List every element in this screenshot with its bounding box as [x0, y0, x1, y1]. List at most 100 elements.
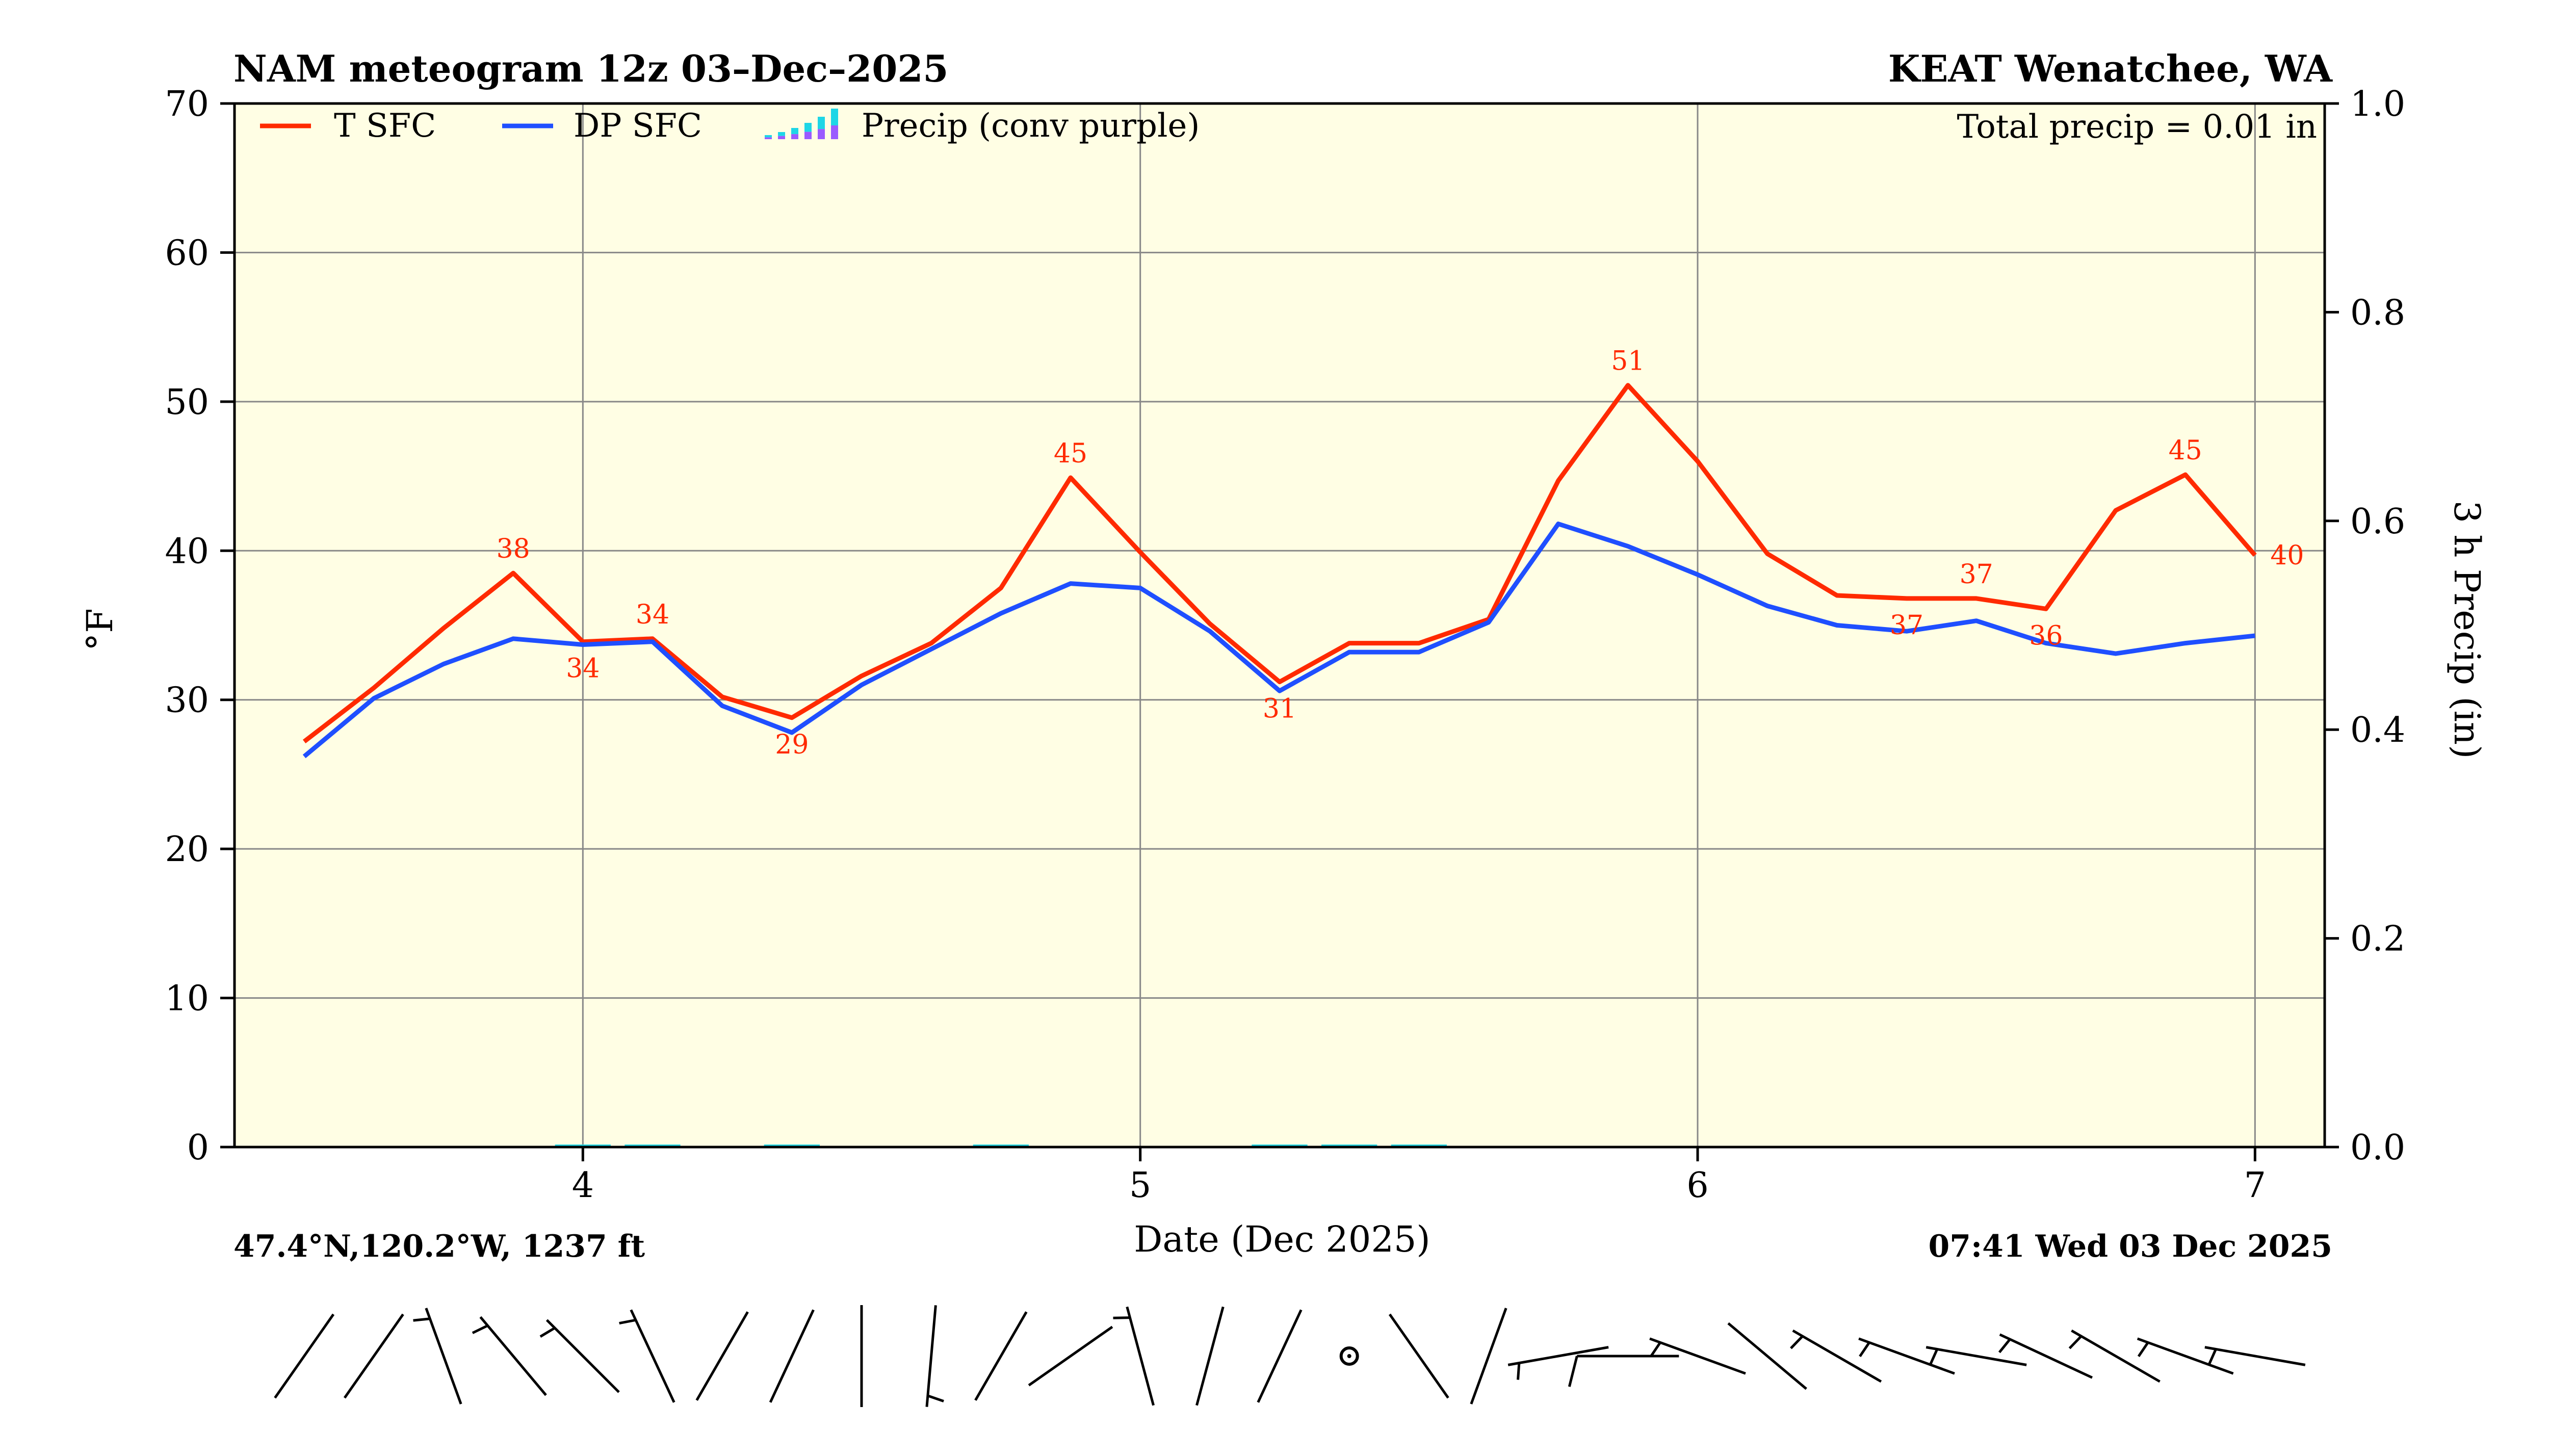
wind-barb-staff [1792, 1329, 1882, 1383]
wind-barb [1028, 1325, 1113, 1387]
y-tick-label: 40 [165, 531, 209, 571]
x-tick-label: 6 [1686, 1165, 1708, 1206]
wind-barb [2068, 1329, 2161, 1383]
wind-barb [539, 1319, 620, 1393]
wind-barb [769, 1309, 815, 1403]
wind-barb-staff [1470, 1308, 1507, 1405]
wind-barb-staff [1126, 1306, 1155, 1406]
y-tick-label: 70 [165, 84, 209, 124]
legend-swatch-precip [765, 135, 772, 138]
wind-barb [1858, 1337, 1955, 1375]
wind-barb-half [1998, 1338, 2011, 1354]
wind-barb [1998, 1333, 2093, 1379]
y-right-tick-label: 0.8 [2350, 293, 2405, 333]
x-axis-label: Date (Dec 2025) [1134, 1218, 1430, 1260]
wind-barb-staff [425, 1308, 462, 1405]
plot-area [235, 103, 2325, 1147]
wind-barb-half [1929, 1348, 1939, 1365]
plot-frame [233, 102, 2326, 1149]
legend-label-dewpoint: DP SFC [574, 107, 702, 145]
wind-barb-staff [2204, 1346, 2306, 1366]
wind-barb-half [2068, 1335, 2083, 1349]
station-name: KEAT Wenatchee, WA [1888, 47, 2333, 90]
wind-barb [1470, 1308, 1507, 1405]
wind-barb [974, 1311, 1028, 1401]
wind-barb [1568, 1355, 1679, 1387]
issued-time: 07:41 Wed 03 Dec 2025 [1928, 1229, 2332, 1264]
wind-barb [343, 1313, 404, 1399]
y-tick-label: 50 [165, 382, 209, 423]
temperature-data-label: 34 [636, 600, 669, 630]
x-tick-label: 5 [1129, 1165, 1151, 1206]
wind-barb-half [413, 1317, 430, 1322]
temperature-data-label: 31 [1263, 694, 1296, 724]
y-tick-label: 60 [165, 233, 209, 273]
wind-barb-staff [1858, 1337, 1955, 1375]
y-tick-label: 20 [165, 829, 209, 870]
wind-barb [1257, 1309, 1303, 1403]
temperature-data-label: 45 [2169, 435, 2202, 466]
wind-barb-half [619, 1318, 636, 1325]
y-right-tick-label: 0.6 [2350, 502, 2405, 542]
wind-barb-half [1859, 1341, 1870, 1358]
wind-barb [2137, 1337, 2234, 1375]
wind-barb [472, 1316, 547, 1396]
legend: T SFC DP SFC Precip (conv purple) [260, 107, 1200, 145]
wind-barb [1727, 1322, 1807, 1390]
wind-barb-staff [343, 1313, 404, 1399]
temperature-data-label: 36 [2029, 620, 2063, 651]
wind-barb [1790, 1329, 1882, 1383]
y-tick-label: 10 [165, 979, 209, 1019]
x-tick-label: 4 [572, 1165, 594, 1206]
location-info: 47.4°N,120.2°W, 1237 ft [233, 1229, 645, 1264]
y-right-axis-label: 3 h Precip (in) [2446, 501, 2488, 759]
wind-barb-staff [1727, 1322, 1807, 1390]
wind-barb-staff [2071, 1329, 2161, 1383]
legend-swatch-precip-conv [831, 125, 838, 139]
wind-barb-staff [1257, 1309, 1303, 1403]
wind-barb-staff [769, 1309, 815, 1403]
wind-barb-staff [1388, 1313, 1449, 1399]
wind-barb-staff [1028, 1325, 1113, 1387]
y-axis-label: °F [79, 608, 121, 651]
wind-barb [413, 1308, 462, 1405]
wind-barb [695, 1311, 749, 1401]
wind-barb-half [2207, 1348, 2217, 1365]
wind-barb-half [472, 1324, 488, 1334]
wind-barb-staff [2137, 1337, 2234, 1375]
gridlines [235, 103, 2325, 1147]
legend-swatch-precip-conv [818, 129, 825, 139]
wind-barb-staff [479, 1316, 547, 1396]
legend-swatch-precip-conv [791, 134, 798, 139]
wind-barb-staff [1195, 1306, 1225, 1406]
wind-barb-staff [545, 1319, 620, 1393]
wind-barb [1388, 1313, 1449, 1399]
legend-swatch-precip-conv [804, 132, 812, 139]
temperature-data-label: 29 [775, 730, 809, 760]
legend-swatch-precip [778, 132, 785, 136]
legend-swatch-precip [818, 117, 825, 129]
wind-barb-staff [974, 1311, 1028, 1401]
y-tick-label: 0 [187, 1128, 209, 1168]
wind-barb-half [1650, 1341, 1661, 1358]
y-right-tick-label: 0.0 [2350, 1128, 2405, 1168]
wind-barb-staff [1999, 1333, 2093, 1379]
y-tick-label: 30 [165, 681, 209, 721]
wind-barb [925, 1305, 944, 1407]
wind-barb [1649, 1337, 1746, 1375]
temperature-data-label: 40 [2270, 540, 2304, 571]
wind-barb-half [539, 1327, 556, 1338]
wind-barb-staff [1926, 1346, 2027, 1366]
temperature-data-label: 45 [1054, 438, 1087, 469]
temperature-data-label: 34 [566, 654, 600, 684]
legend-swatch-precip-conv [778, 136, 785, 139]
y-right-tick-label: 0.2 [2350, 919, 2405, 959]
wind-barb-half [2137, 1341, 2149, 1358]
wind-barb-full [1568, 1356, 1578, 1387]
wind-barb [1195, 1306, 1225, 1406]
temperature-data-label: 51 [1611, 346, 1645, 377]
legend-swatch-precip [831, 109, 838, 125]
wind-barb-half [1790, 1335, 1804, 1349]
